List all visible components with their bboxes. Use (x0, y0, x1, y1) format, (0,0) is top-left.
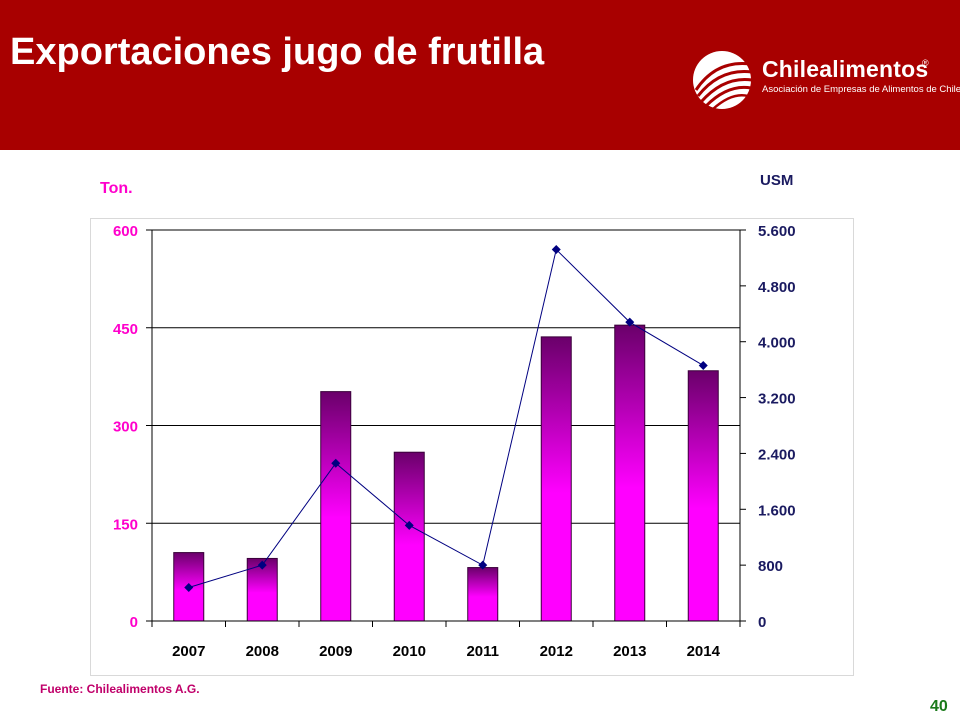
x-axis-category-label: 2008 (246, 643, 279, 660)
right-axis-unit-label: USM (760, 172, 794, 189)
bar-2009 (320, 391, 352, 622)
line-point-2008 (257, 560, 267, 570)
x-axis-category-label: 2007 (172, 643, 205, 660)
logo-subtitle: Asociación de Empresas de Alimentos de C… (762, 84, 960, 95)
left-axis-unit-label: Ton. (100, 180, 133, 197)
left-axis-tick-label: 450 (113, 321, 138, 338)
right-axis-tick-label: 5.600 (758, 223, 796, 240)
line-point-2011 (478, 560, 488, 570)
line-point-2012 (551, 245, 561, 255)
bar-2011 (467, 567, 499, 622)
bar-2014 (687, 370, 719, 622)
line-point-2010 (404, 520, 414, 530)
right-axis-tick-label: 4.000 (758, 335, 796, 352)
source-note: Fuente: Chilealimentos A.G. (40, 682, 200, 696)
page-number: 40 (930, 698, 948, 715)
logo-name: Chilealimentos (762, 56, 929, 82)
line-point-2007 (184, 582, 194, 592)
left-axis-tick-label: 0 (130, 614, 138, 631)
x-axis-category-label: 2012 (540, 643, 573, 660)
right-axis-tick-label: 0 (758, 614, 766, 631)
x-axis-category-label: 2014 (687, 643, 721, 660)
logo-emblem-icon (693, 51, 753, 110)
right-axis-tick-label: 4.800 (758, 279, 796, 296)
right-axis-tick-label: 3.200 (758, 391, 796, 408)
line-point-2014 (698, 360, 708, 370)
left-axis-tick-label: 300 (113, 419, 138, 436)
logo-registered-mark: ® (922, 58, 929, 68)
bar-2013 (614, 324, 646, 622)
bar-2012 (540, 336, 572, 622)
line-point-2013 (625, 317, 635, 327)
x-axis-category-label: 2010 (393, 643, 426, 660)
left-axis-tick-label: 600 (113, 223, 138, 240)
right-axis-tick-label: 800 (758, 558, 783, 575)
chilealimentos-logo: Chilealimentos ® Asociación de Empresas … (686, 46, 960, 114)
right-axis-tick-label: 2.400 (758, 446, 796, 463)
x-axis-category-label: 2013 (613, 643, 646, 660)
line-point-2009 (331, 458, 341, 468)
left-axis-tick-label: 150 (113, 516, 138, 533)
page-title: Exportaciones jugo de frutilla (10, 31, 545, 73)
right-axis-tick-label: 1.600 (758, 502, 796, 519)
x-axis-category-label: 2009 (319, 643, 352, 660)
x-axis-category-label: 2011 (466, 643, 499, 660)
header-banner: Exportaciones jugo de frutilla Chilealim… (0, 0, 960, 150)
line-series (188, 248, 704, 588)
bar-2010 (393, 451, 425, 622)
